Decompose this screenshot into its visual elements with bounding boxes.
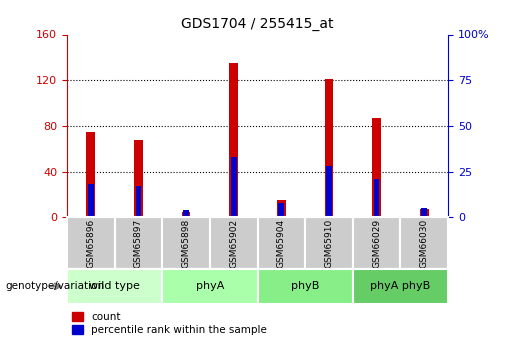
Bar — [88, 185, 94, 217]
Bar — [183, 210, 189, 217]
Bar — [162, 269, 258, 304]
Bar — [67, 217, 115, 269]
Bar — [162, 217, 210, 269]
Text: GSM66030: GSM66030 — [420, 219, 428, 268]
Text: GSM66029: GSM66029 — [372, 219, 381, 268]
Bar — [420, 209, 428, 217]
Bar — [114, 217, 162, 269]
Bar — [210, 217, 258, 269]
Text: phyA phyB: phyA phyB — [370, 282, 431, 291]
Text: genotype/variation: genotype/variation — [5, 282, 104, 291]
Bar — [305, 217, 353, 269]
Text: GSM65897: GSM65897 — [134, 219, 143, 268]
Bar — [229, 63, 238, 217]
Bar — [279, 203, 284, 217]
Bar — [231, 157, 236, 217]
Bar — [374, 179, 380, 217]
Bar — [277, 200, 286, 217]
Text: phyB: phyB — [291, 282, 319, 291]
Title: GDS1704 / 255415_at: GDS1704 / 255415_at — [181, 17, 334, 31]
Legend: count, percentile rank within the sample: count, percentile rank within the sample — [72, 312, 267, 335]
Text: GSM65896: GSM65896 — [87, 219, 95, 268]
Bar — [353, 217, 401, 269]
Text: phyA: phyA — [196, 282, 224, 291]
Text: GSM65904: GSM65904 — [277, 219, 286, 268]
Text: GSM65898: GSM65898 — [182, 219, 191, 268]
Bar — [326, 166, 332, 217]
Bar — [67, 269, 162, 304]
Bar — [324, 79, 333, 217]
Bar — [134, 140, 143, 217]
Bar — [258, 217, 305, 269]
Bar — [258, 269, 353, 304]
Bar — [372, 118, 381, 217]
Bar — [421, 208, 427, 217]
Bar — [135, 186, 141, 217]
Bar — [87, 132, 95, 217]
Bar — [401, 217, 448, 269]
Text: GSM65910: GSM65910 — [324, 219, 333, 268]
Bar — [353, 269, 448, 304]
Text: wild type: wild type — [89, 282, 140, 291]
Text: GSM65902: GSM65902 — [229, 219, 238, 268]
Bar — [182, 211, 191, 217]
